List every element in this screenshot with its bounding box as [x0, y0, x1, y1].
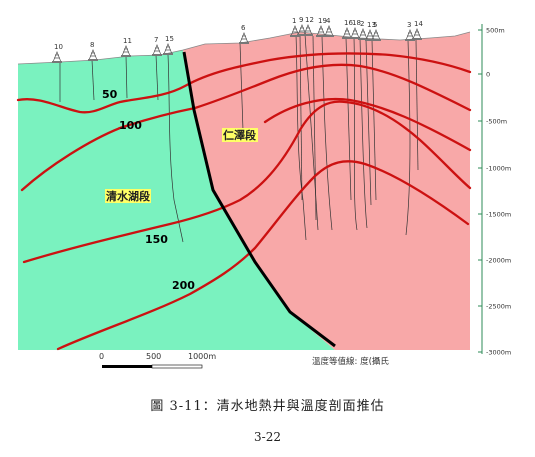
derrick-icon [342, 27, 352, 39]
well-label: 16 [344, 19, 353, 27]
depth-axis: 500m 0 -500m -1000m -1500m -2000m -2500m -3000m [478, 24, 511, 357]
isotherm-label-50: 50 [102, 88, 118, 101]
east-zone-label: 仁澤段 [223, 128, 256, 142]
well-label: 14 [414, 20, 423, 28]
derrick-icon [88, 49, 98, 61]
depth-tick-label: -2500m [486, 303, 511, 311]
well-label: 2 [360, 20, 364, 28]
west-zone-label-bg [105, 189, 151, 203]
derrick-icon [290, 25, 300, 37]
derrick-icon [152, 44, 162, 56]
depth-tick-label: -1500m [486, 211, 511, 219]
isotherm-130 [263, 97, 472, 152]
derrick-icon [365, 29, 375, 41]
well-label: 18 [352, 19, 361, 27]
well-label: 7 [154, 36, 158, 44]
depth-tick-label: -1000m [486, 165, 511, 173]
derrick-icon [121, 45, 131, 57]
well-label: 3 [407, 21, 411, 29]
well-label: 10 [54, 43, 63, 51]
west-zone-area [18, 50, 335, 350]
isotherm-lines [16, 52, 472, 351]
derrick-icon [239, 32, 249, 44]
depth-tick-label: 500m [486, 27, 505, 35]
derrick-icon [52, 51, 62, 63]
derrick-icon [350, 27, 360, 39]
well-label: 9 [299, 16, 303, 24]
depth-tick-label: -3000m [486, 349, 511, 357]
well-label: 4 [326, 17, 331, 25]
depth-tick-label: -500m [486, 118, 507, 126]
isotherm-label-150: 150 [145, 233, 168, 246]
well-label: 19 [318, 17, 327, 25]
derrick-icon [412, 28, 422, 40]
temperature-unit-note: 溫度等值線: 度(攝氏 [312, 356, 389, 367]
scale-bar: 0 500 1000m [99, 352, 216, 369]
well-label: 5 [373, 21, 377, 29]
scale-label-1000: 1000m [188, 352, 216, 361]
well-label: 8 [90, 41, 94, 49]
well-label: 1 [292, 17, 296, 25]
isotherm-200 [56, 160, 470, 351]
derrick-icon [297, 24, 307, 36]
derrick-icon [303, 24, 313, 36]
well-label: 11 [123, 37, 132, 45]
derrick-icon [358, 28, 368, 40]
well-label: 6 [241, 24, 246, 32]
west-zone-label: 清水湖段 [106, 189, 150, 203]
scale-label-500: 500 [146, 352, 161, 361]
east-zone-area [183, 32, 470, 350]
derrick-icon [163, 43, 173, 55]
derrick-icon [405, 29, 415, 41]
well-label: 12 [305, 16, 314, 24]
isotherm-100 [20, 63, 472, 192]
page-number: 3-22 [254, 430, 281, 444]
depth-tick-label: 0 [486, 71, 490, 79]
east-zone-label-bg [222, 128, 258, 142]
isotherm-50 [16, 52, 472, 114]
figure-caption: 圖 3-11：清水地熱井與溫度剖面推估 [150, 399, 385, 414]
derrick-icon [324, 25, 334, 37]
isotherm-label-100: 100 [119, 119, 142, 132]
depth-tick-label: -2000m [486, 257, 511, 265]
isotherm-150 [22, 100, 472, 264]
fault-line [182, 51, 336, 348]
isotherm-label-200: 200 [172, 279, 195, 292]
scale-label-0: 0 [99, 352, 104, 361]
derrick-icon [316, 25, 326, 37]
well-label: 15 [165, 35, 174, 43]
derrick-icon [371, 29, 381, 41]
well-label: 13 [367, 21, 376, 29]
